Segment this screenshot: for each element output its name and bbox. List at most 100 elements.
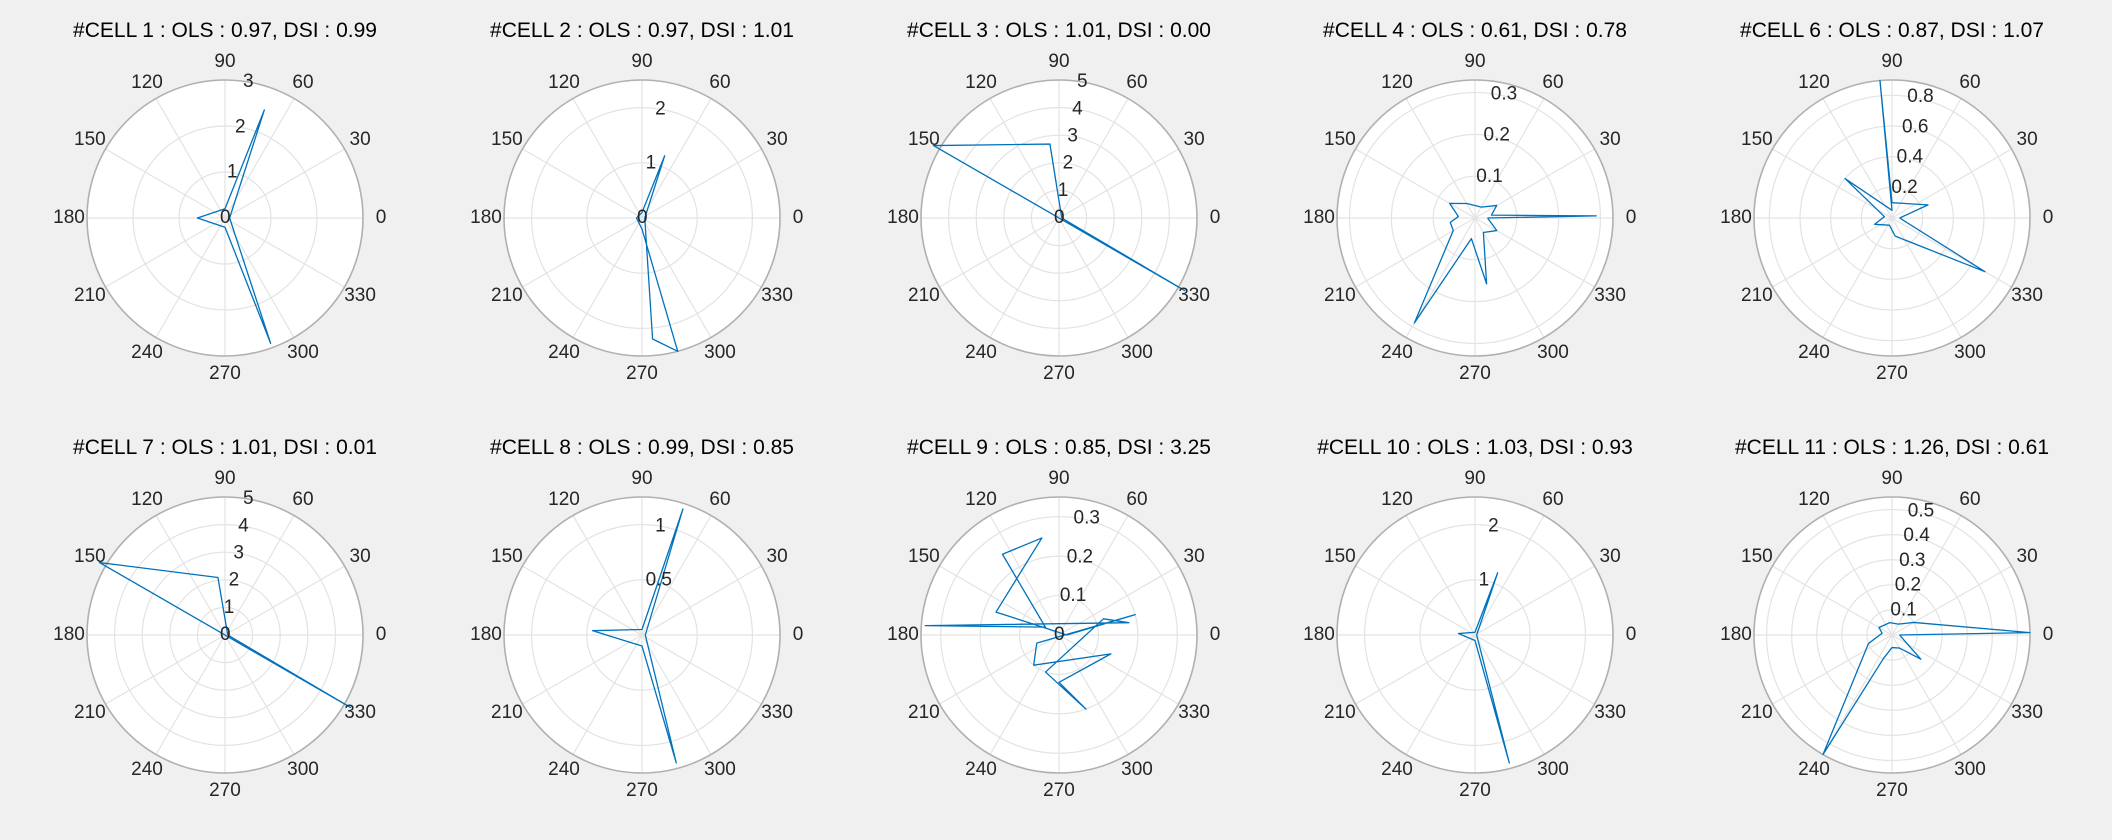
r-tick-label: 5 [243, 488, 254, 509]
theta-gridline [1058, 634, 1129, 755]
theta-tick-label: 150 [1741, 129, 1773, 150]
theta-gridline [989, 515, 1060, 636]
series-line-1 [932, 143, 1186, 292]
theta-tick-label: 180 [53, 624, 85, 645]
theta-gridline [1355, 634, 1476, 705]
axes-outline [503, 496, 781, 774]
r-tick-label: 0.4 [1897, 147, 1924, 168]
theta-tick-label: 210 [491, 702, 523, 723]
theta-tick-label: 30 [2017, 129, 2038, 150]
r-tick-label: 0.1 [1476, 166, 1502, 187]
r-gridline [141, 551, 309, 719]
r-tick-label: 3 [243, 71, 254, 92]
series-line-1 [196, 109, 272, 345]
theta-gridline [641, 634, 712, 755]
theta-tick-label: 300 [287, 759, 319, 780]
theta-gridline [522, 217, 643, 288]
theta-gridline [572, 634, 643, 755]
theta-tick-label: 120 [548, 72, 580, 93]
theta-tick-label: 300 [1537, 342, 1569, 363]
theta-tick-label: 330 [761, 285, 793, 306]
r-gridline [1816, 559, 1968, 711]
axes-outline [1336, 496, 1614, 774]
r-tick-label: 2 [1063, 153, 1074, 174]
r-gridline [169, 579, 281, 691]
r-gridline [947, 106, 1170, 330]
theta-gridline [522, 634, 643, 705]
r-tick-label: 3 [233, 542, 244, 563]
polar-axes-8: 0 30 60 90 120 150 180 210 240 270 300 330 0 0.1 0.2 0.… [887, 436, 1220, 801]
polar-axes-2: 0 30 60 90 120 150 180 210 240 270 300 330 0 1 2 #CELL … [470, 19, 803, 384]
axes-title: #CELL 2 : OLS : 0.97, DSI : 1.01 [490, 19, 794, 42]
theta-tick-label: 210 [491, 285, 523, 306]
r-tick-label: 0.5 [1908, 500, 1934, 521]
r-tick-label: 0.3 [1074, 508, 1100, 529]
axes-outline [503, 79, 781, 357]
theta-gridline [1355, 565, 1476, 636]
theta-tick-label: 240 [131, 759, 163, 780]
theta-tick-label: 180 [470, 624, 502, 645]
r-tick-label: 0.3 [1491, 83, 1517, 104]
theta-tick-label: 270 [209, 780, 241, 801]
theta-gridline [641, 634, 762, 705]
theta-gridline [224, 217, 345, 288]
theta-gridline [155, 515, 226, 636]
theta-gridline [1355, 217, 1476, 288]
theta-tick-label: 210 [1324, 285, 1356, 306]
r-gridline [1841, 584, 1943, 686]
axes-title: #CELL 7 : OLS : 1.01, DSI : 0.01 [73, 436, 377, 459]
theta-tick-label: 270 [1459, 363, 1491, 384]
r-tick-label: 0 [1054, 207, 1065, 228]
r-gridline [979, 555, 1139, 715]
theta-tick-label: 0 [1626, 207, 1637, 228]
theta-tick-label: 120 [965, 72, 997, 93]
r-gridline [1363, 523, 1586, 746]
theta-tick-label: 0 [376, 624, 387, 645]
polar-axes-4: 0 30 60 90 120 150 180 210 240 270 300 330 0.1 0.2 0.3… [1303, 19, 1636, 384]
theta-tick-label: 180 [887, 207, 919, 228]
theta-gridline [989, 634, 1060, 755]
theta-tick-label: 120 [131, 72, 163, 93]
polar-axes-1: 0 30 60 90 120 150 180 210 240 270 300 330 0 1 2 3 #CELL… [53, 19, 386, 384]
theta-gridline [1474, 634, 1595, 705]
theta-gridline [1474, 515, 1545, 636]
theta-tick-label: 180 [53, 207, 85, 228]
axes-title: #CELL 10 : OLS : 1.03, DSI : 0.93 [1317, 436, 1633, 459]
polar-axes-10: 0 30 60 90 120 150 180 210 240 270 300 330 0.1 0.2 0.3… [1720, 436, 2053, 801]
axes-title: #CELL 3 : OLS : 1.01, DSI : 0.00 [907, 19, 1211, 42]
theta-tick-label: 150 [1324, 546, 1356, 567]
theta-tick-label: 270 [209, 363, 241, 384]
theta-tick-label: 330 [1178, 702, 1210, 723]
theta-tick-label: 240 [965, 759, 997, 780]
axes-title: #CELL 4 : OLS : 0.61, DSI : 0.78 [1323, 19, 1627, 42]
theta-gridline [1891, 634, 1962, 755]
theta-gridline [1891, 217, 2012, 288]
theta-tick-label: 90 [631, 468, 652, 489]
theta-gridline [1891, 98, 1962, 219]
series-line-1 [98, 561, 352, 709]
theta-gridline [1891, 634, 2012, 705]
series-line-1 [1413, 202, 1597, 324]
r-tick-label: 0.2 [1895, 575, 1921, 596]
r-gridline [1018, 594, 1100, 676]
theta-tick-label: 270 [1876, 780, 1908, 801]
r-gridline [1030, 189, 1088, 247]
theta-tick-label: 210 [74, 285, 106, 306]
theta-tick-label: 330 [1594, 285, 1626, 306]
theta-tick-label: 60 [1542, 489, 1563, 510]
theta-gridline [989, 217, 1060, 338]
theta-gridline [1822, 634, 1893, 755]
r-tick-label: 0.6 [1902, 116, 1928, 137]
r-gridline [1765, 508, 2019, 762]
theta-gridline [105, 217, 226, 288]
theta-gridline [641, 217, 762, 288]
theta-gridline [1891, 217, 1962, 338]
theta-gridline [641, 148, 762, 219]
theta-tick-label: 60 [1959, 489, 1980, 510]
r-tick-label: 1 [655, 515, 666, 536]
theta-gridline [224, 515, 295, 636]
theta-tick-label: 330 [344, 285, 376, 306]
theta-tick-label: 330 [1594, 702, 1626, 723]
theta-gridline [224, 634, 295, 755]
r-tick-label: 0.4 [1903, 525, 1930, 546]
